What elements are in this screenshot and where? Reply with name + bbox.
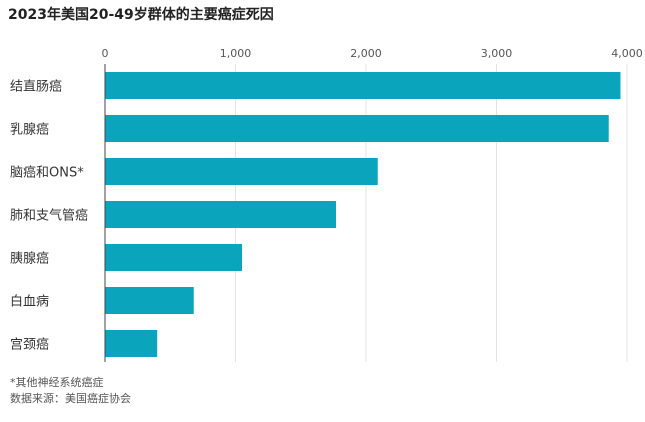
category-label: 胰腺癌 <box>10 251 49 267</box>
chart-title: 2023年美国20-49岁群体的主要癌症死因 <box>8 7 274 23</box>
x-tick-label: 3,000 <box>481 47 513 60</box>
bar <box>105 72 621 99</box>
footnote-note: *其他神经系统癌症 <box>10 376 104 389</box>
category-label: 结直肠癌 <box>10 79 62 95</box>
footnote: *其他神经系统癌症 数据来源：美国癌症协会 <box>10 375 131 407</box>
x-tick-label: 1,000 <box>220 47 252 60</box>
category-label: 脑癌和ONS* <box>10 165 84 181</box>
x-axis-ticks: 0 1,000 2,000 3,000 4,000 <box>102 47 643 60</box>
x-tick-label: 4,000 <box>611 47 643 60</box>
x-tick-label: 0 <box>102 47 109 60</box>
bar <box>105 201 336 228</box>
category-label: 白血病 <box>10 294 49 310</box>
footnote-source: 数据来源：美国癌症协会 <box>10 392 131 405</box>
bar <box>105 287 194 314</box>
bar <box>105 330 158 357</box>
category-label: 宫颈癌 <box>10 337 49 353</box>
category-label: 乳腺癌 <box>10 122 49 138</box>
x-tick-label: 2,000 <box>350 47 382 60</box>
bar <box>105 244 243 271</box>
bar <box>105 158 378 185</box>
bar <box>105 115 609 142</box>
bars <box>105 72 621 357</box>
category-label: 肺和支气管癌 <box>10 208 88 224</box>
